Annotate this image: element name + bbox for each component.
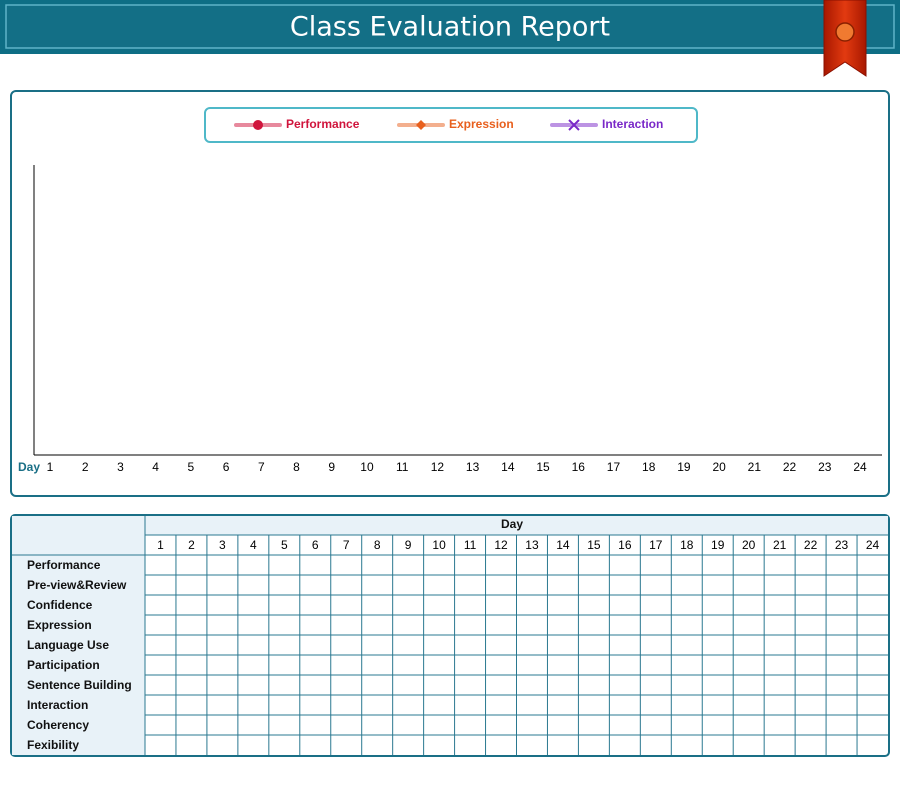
column-label: 8 <box>374 538 381 552</box>
column-label: 21 <box>773 538 787 552</box>
x-tick-label: 9 <box>328 460 335 474</box>
x-tick-label: 21 <box>748 460 762 474</box>
row-label: Fexibility <box>27 738 79 752</box>
column-label: 14 <box>556 538 570 552</box>
row-label: Sentence Building <box>27 678 132 692</box>
x-tick-label: 7 <box>258 460 265 474</box>
column-label: 5 <box>281 538 288 552</box>
x-tick-label: 13 <box>466 460 480 474</box>
title: Class Evaluation Report <box>290 12 610 43</box>
x-tick-label: 14 <box>501 460 515 474</box>
row-label: Performance <box>27 558 101 572</box>
x-tick-label: 19 <box>677 460 691 474</box>
column-label: 10 <box>432 538 446 552</box>
column-label: 23 <box>835 538 849 552</box>
column-label: 22 <box>804 538 818 552</box>
legend-marker <box>253 120 263 130</box>
x-tick-label: 17 <box>607 460 621 474</box>
column-label: 3 <box>219 538 226 552</box>
legend-label: Interaction <box>602 117 663 131</box>
x-axis-label: Day <box>18 460 40 474</box>
column-label: 12 <box>494 538 508 552</box>
column-label: 6 <box>312 538 319 552</box>
x-tick-label: 11 <box>396 460 409 474</box>
row-label: Pre-view&Review <box>27 578 127 592</box>
x-tick-label: 23 <box>818 460 832 474</box>
chart-panel <box>10 90 890 497</box>
legend-marker <box>416 120 426 130</box>
x-tick-label: 24 <box>853 460 867 474</box>
x-tick-label: 12 <box>431 460 445 474</box>
x-tick-label: 18 <box>642 460 656 474</box>
column-label: 16 <box>618 538 632 552</box>
x-tick-label: 20 <box>712 460 726 474</box>
column-label: 2 <box>188 538 195 552</box>
legend-label: Expression <box>449 117 514 131</box>
column-label: 13 <box>525 538 539 552</box>
column-label: 4 <box>250 538 257 552</box>
column-label: 1 <box>157 538 164 552</box>
x-tick-label: 16 <box>572 460 586 474</box>
column-label: 18 <box>680 538 694 552</box>
ribbon-badge <box>835 22 855 42</box>
row-header-bg <box>12 516 145 755</box>
legend-box <box>204 107 698 143</box>
row-label: Interaction <box>27 698 88 712</box>
x-tick-label: 10 <box>360 460 374 474</box>
row-label: Confidence <box>27 598 93 612</box>
row-label: Expression <box>27 618 92 632</box>
legend-marker <box>568 119 580 131</box>
x-tick-label: 5 <box>188 460 195 474</box>
column-header-bg <box>145 516 888 535</box>
x-tick-label: 4 <box>152 460 159 474</box>
x-tick-label: 1 <box>47 460 54 474</box>
x-tick-label: 8 <box>293 460 300 474</box>
column-label: 11 <box>464 538 477 552</box>
x-tick-label: 2 <box>82 460 89 474</box>
column-label: 24 <box>866 538 880 552</box>
x-tick-label: 6 <box>223 460 230 474</box>
column-label: 15 <box>587 538 601 552</box>
column-label: 17 <box>649 538 663 552</box>
header-inner <box>5 4 895 49</box>
column-label: 7 <box>343 538 350 552</box>
row-label: Coherency <box>27 718 89 732</box>
column-label: 19 <box>711 538 725 552</box>
x-tick-label: 3 <box>117 460 124 474</box>
x-tick-label: 22 <box>783 460 797 474</box>
row-label: Participation <box>27 658 100 672</box>
column-label: 9 <box>405 538 412 552</box>
legend-label: Performance <box>286 117 360 131</box>
x-tick-label: 15 <box>536 460 550 474</box>
table-header: Day <box>501 517 523 531</box>
column-label: 20 <box>742 538 756 552</box>
row-label: Language Use <box>27 638 109 652</box>
